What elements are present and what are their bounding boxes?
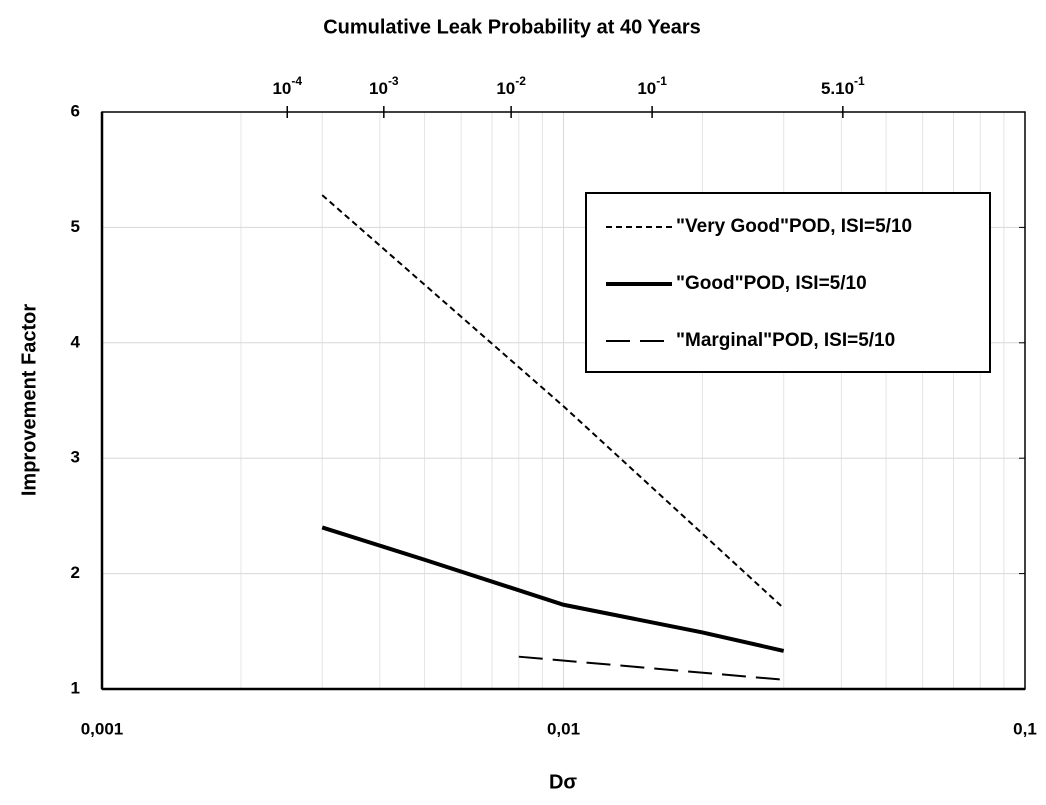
y-tick-label: 4 [71, 332, 81, 351]
y-tick-label: 1 [71, 678, 80, 697]
x2-tick-exp: -2 [515, 74, 526, 88]
series-line [321, 194, 785, 609]
x2-tick-exp: -4 [291, 74, 302, 88]
x2-tick-label: 5.10-1 [821, 74, 865, 98]
x2-tick-exp: -3 [388, 74, 399, 88]
x-tick-label: 0,001 [81, 719, 124, 738]
x2-tick-base: 10 [496, 79, 515, 98]
y-tick-label: 6 [71, 101, 80, 120]
x2-tick-label: 10-1 [637, 74, 667, 98]
x2-tick-base: 10 [369, 79, 388, 98]
x-tick-label: 0,1 [1013, 719, 1037, 738]
series-line [321, 525, 785, 653]
x-axis-label: Dσ [549, 771, 577, 793]
x-tick-label: 0,01 [547, 719, 580, 738]
legend-label: "Marginal"POD, ISI=5/10 [676, 330, 895, 351]
x2-tick-base: 10 [272, 79, 291, 98]
x2-tick-label: 10-2 [496, 74, 526, 98]
y-tick-label: 2 [71, 563, 80, 582]
y-tick-label: 5 [71, 217, 80, 236]
legend-label: "Very Good"POD, ISI=5/10 [676, 216, 912, 237]
legend-label: "Good"POD, ISI=5/10 [676, 273, 867, 294]
x2-tick-base: 10 [637, 79, 656, 98]
series-line [518, 655, 784, 681]
x2-tick-base: 5.10 [821, 79, 854, 98]
y-axis-label: Improvement Factor [18, 304, 40, 496]
chart-title: Cumulative Leak Probability at 40 Years [323, 16, 701, 38]
y-tick-label: 3 [71, 448, 80, 467]
x2-tick-label: 10-4 [272, 74, 302, 98]
x2-tick-exp: -1 [854, 74, 865, 88]
x2-tick-label: 10-3 [369, 74, 399, 98]
x2-tick-exp: -1 [656, 74, 667, 88]
